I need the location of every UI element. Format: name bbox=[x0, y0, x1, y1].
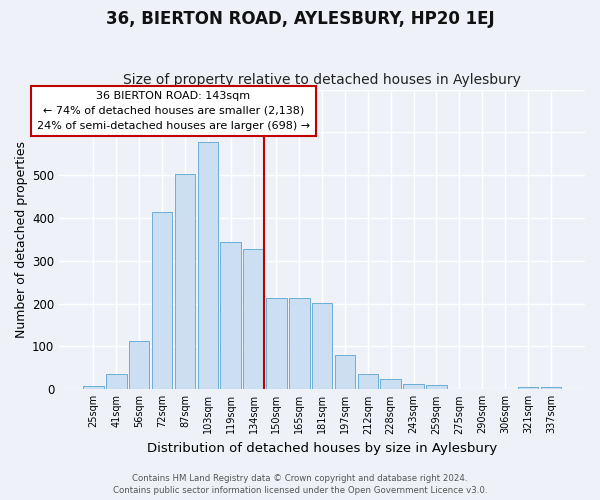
Bar bbox=[358, 374, 378, 390]
Bar bbox=[129, 341, 149, 390]
Title: Size of property relative to detached houses in Aylesbury: Size of property relative to detached ho… bbox=[123, 73, 521, 87]
Bar bbox=[312, 303, 332, 390]
Bar bbox=[335, 355, 355, 390]
Bar bbox=[518, 387, 538, 390]
Bar bbox=[220, 242, 241, 390]
Bar bbox=[152, 212, 172, 390]
Bar bbox=[266, 298, 287, 390]
Bar bbox=[175, 174, 195, 390]
Y-axis label: Number of detached properties: Number of detached properties bbox=[15, 141, 28, 338]
Bar bbox=[380, 378, 401, 390]
Bar bbox=[197, 142, 218, 390]
X-axis label: Distribution of detached houses by size in Aylesbury: Distribution of detached houses by size … bbox=[147, 442, 497, 455]
Bar bbox=[289, 298, 310, 390]
Bar bbox=[426, 385, 447, 390]
Bar bbox=[83, 386, 104, 390]
Text: 36, BIERTON ROAD, AYLESBURY, HP20 1EJ: 36, BIERTON ROAD, AYLESBURY, HP20 1EJ bbox=[106, 10, 494, 28]
Text: 36 BIERTON ROAD: 143sqm
← 74% of detached houses are smaller (2,138)
24% of semi: 36 BIERTON ROAD: 143sqm ← 74% of detache… bbox=[37, 91, 310, 131]
Bar bbox=[106, 374, 127, 390]
Text: Contains HM Land Registry data © Crown copyright and database right 2024.
Contai: Contains HM Land Registry data © Crown c… bbox=[113, 474, 487, 495]
Bar bbox=[243, 249, 264, 390]
Bar bbox=[403, 384, 424, 390]
Bar bbox=[541, 387, 561, 390]
